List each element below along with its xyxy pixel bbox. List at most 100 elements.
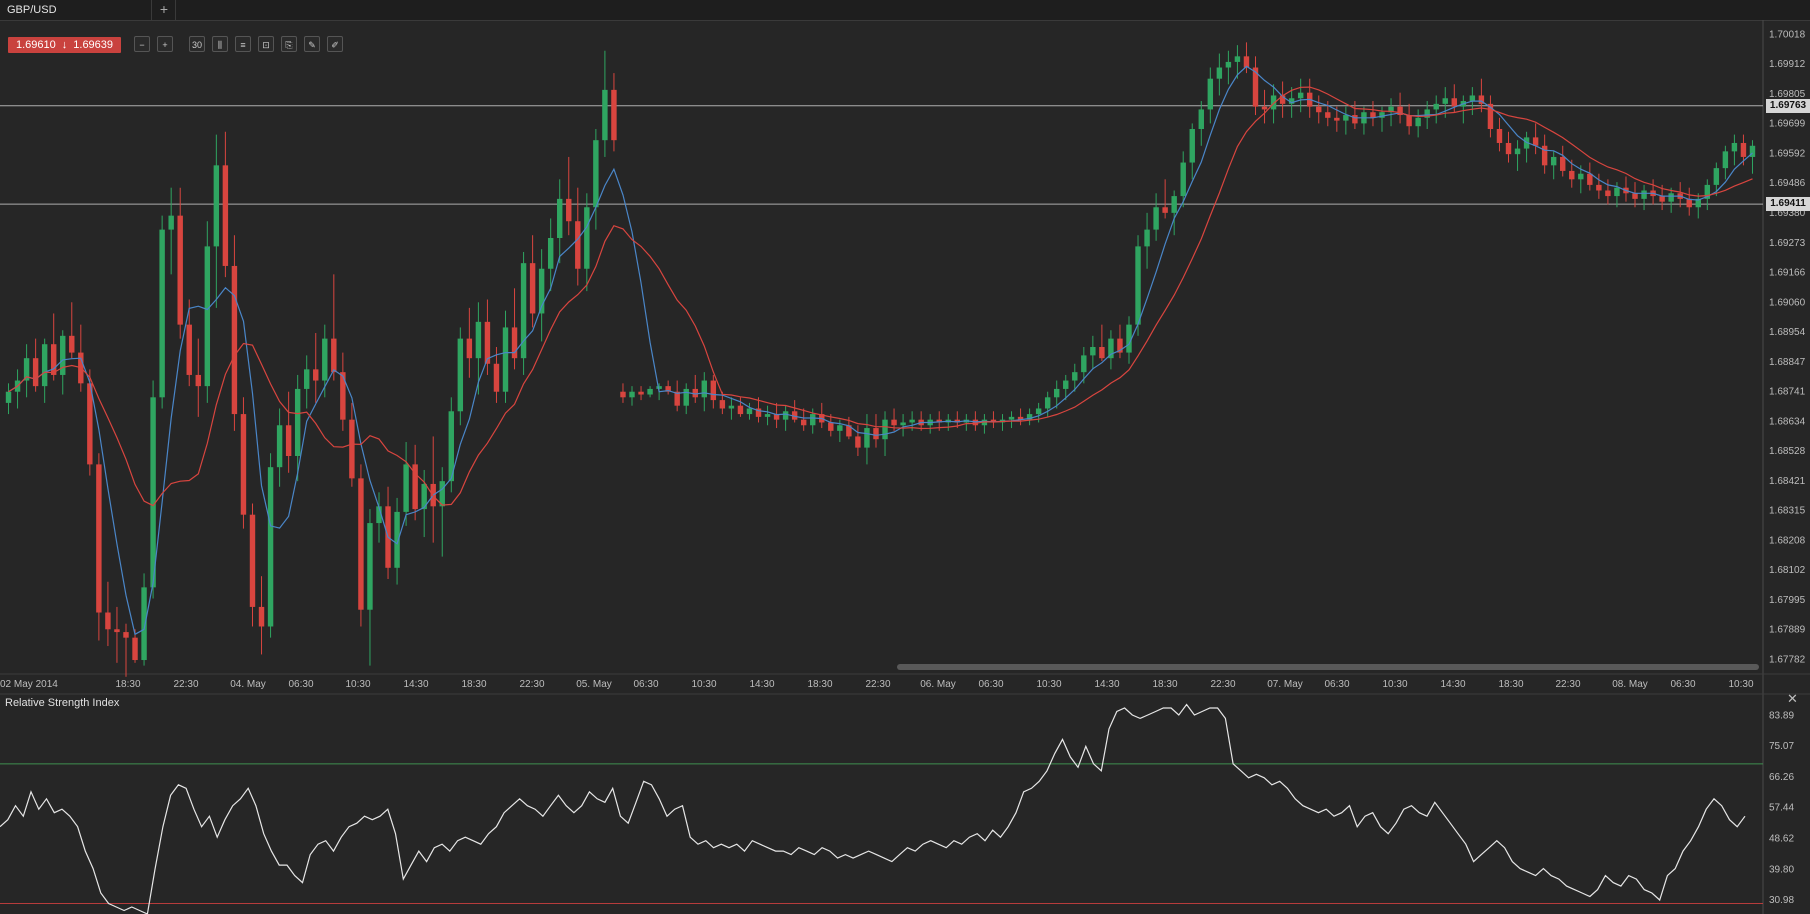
candle [41, 344, 48, 387]
tab-gbpusd[interactable]: GBP/USD [0, 0, 152, 20]
indicators-icon[interactable]: ≡ [235, 36, 251, 52]
candle [1569, 170, 1575, 180]
candle [1334, 117, 1340, 121]
candle [1659, 196, 1665, 202]
candle [1433, 103, 1439, 110]
candle [529, 263, 536, 314]
candle [728, 405, 735, 409]
ma-slow-line [8, 86, 1753, 507]
candle [520, 263, 527, 359]
y-tick-label: 1.68102 [1769, 565, 1806, 576]
quote-badge[interactable]: 1.69610 ↓ 1.69639 [8, 37, 122, 53]
candle [1388, 106, 1394, 113]
candle [1063, 380, 1069, 389]
candle [1135, 246, 1141, 325]
candle [665, 386, 671, 392]
candle [683, 388, 689, 406]
y-tick-label: 1.68421 [1769, 476, 1806, 487]
candle [1216, 67, 1223, 79]
y-tick-label: 1.69166 [1769, 268, 1806, 279]
rsi-tick-label: 30.98 [1769, 895, 1794, 906]
candle [1605, 190, 1611, 197]
candle [1740, 142, 1747, 157]
rsi-tick-label: 66.26 [1769, 772, 1794, 783]
candle [936, 419, 942, 423]
candle [87, 383, 93, 465]
candle [1713, 168, 1720, 185]
x-tick-label: 18:30 [115, 679, 140, 690]
templates-icon[interactable]: ⊡ [258, 36, 274, 52]
draw-icon[interactable]: ✐ [327, 36, 343, 52]
candle [159, 229, 165, 398]
candle [584, 207, 590, 269]
candle [764, 414, 771, 417]
candle [204, 246, 211, 387]
candle [222, 165, 229, 266]
candle [448, 411, 454, 482]
candle [828, 422, 834, 431]
objects-icon[interactable]: ⎘ [281, 36, 297, 52]
rsi-tick-label: 75.07 [1769, 741, 1794, 752]
add-tab-button[interactable]: + [153, 0, 176, 20]
candle [611, 89, 617, 141]
candle [620, 391, 626, 398]
candle [990, 419, 997, 423]
chart-type-icon[interactable]: ⫼ [212, 36, 228, 52]
tab-bar: GBP/USD + [0, 0, 1810, 21]
candle [349, 419, 355, 479]
candle [1578, 173, 1584, 180]
candle [1099, 347, 1105, 359]
y-tick-label: 1.68741 [1769, 386, 1806, 397]
x-tick-label: 06:30 [633, 679, 658, 690]
candle [303, 369, 310, 389]
zoom-out-icon[interactable]: − [134, 36, 150, 52]
zoom-in-icon[interactable]: + [157, 36, 173, 52]
candle [123, 632, 129, 638]
candle [575, 221, 581, 269]
candle [1225, 61, 1232, 68]
hline-price-tag: 1.69411 [1766, 197, 1810, 212]
candle [1180, 162, 1186, 197]
candle [1252, 67, 1259, 107]
x-tick-label: 14:30 [403, 679, 428, 690]
edit-icon[interactable]: ✎ [304, 36, 320, 52]
candle [855, 436, 861, 448]
candle [141, 587, 147, 661]
candle [800, 419, 807, 426]
candle [231, 265, 238, 415]
candle [1496, 129, 1503, 143]
candle [746, 408, 753, 415]
candle [96, 464, 102, 613]
candle [484, 321, 491, 364]
candle [1641, 190, 1647, 199]
candle [1144, 229, 1150, 247]
candle [267, 467, 274, 627]
candle [69, 335, 75, 353]
candle [954, 419, 961, 423]
candle [737, 405, 744, 415]
candle [150, 397, 156, 588]
candle [412, 464, 418, 510]
candle [981, 419, 988, 426]
candle [647, 388, 653, 395]
x-tick-label: 22:30 [173, 679, 198, 690]
y-tick-label: 1.69060 [1769, 297, 1806, 308]
x-tick-label: 10:30 [1728, 679, 1753, 690]
candle [1153, 207, 1159, 230]
horizontal-scrollbar[interactable] [897, 664, 1759, 670]
candle [1370, 112, 1376, 118]
hline-price-tag: 1.69763 [1766, 98, 1810, 113]
candle [1008, 416, 1015, 420]
candle [457, 338, 464, 412]
candle [394, 511, 400, 568]
y-tick-label: 1.67782 [1769, 654, 1806, 665]
x-tick-label: 10:30 [691, 679, 716, 690]
candle [1108, 338, 1114, 359]
ma-fast-line [8, 65, 1753, 636]
close-icon[interactable]: ✕ [1787, 691, 1798, 706]
candle [674, 391, 680, 406]
candle [1704, 184, 1711, 199]
candle [719, 400, 726, 409]
timeframe-icon[interactable]: 30 [189, 36, 205, 52]
